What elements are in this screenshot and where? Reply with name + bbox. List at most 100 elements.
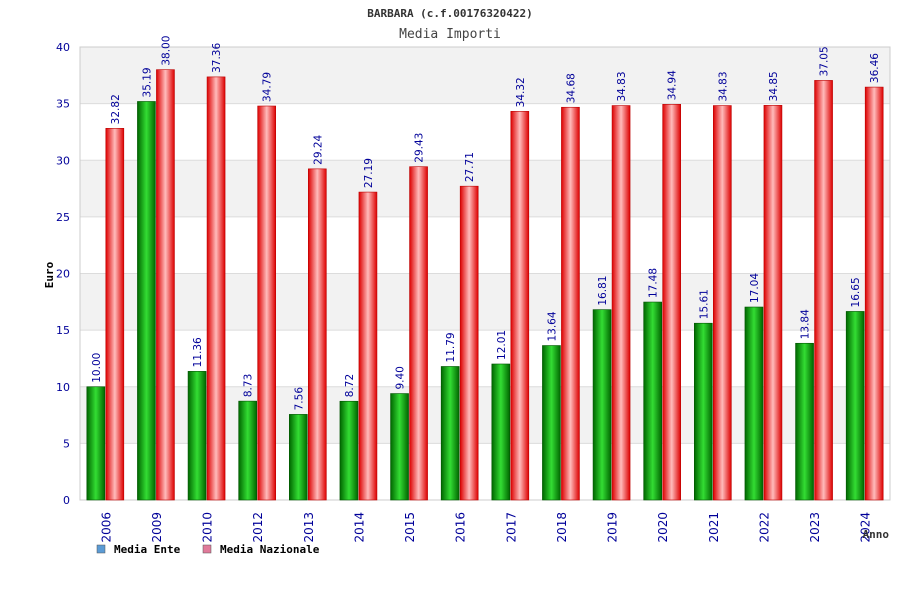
bar-label-media-ente: 8.73 [243,374,255,397]
bar-media-ente [238,400,257,501]
x-tick-label: 2012 [251,512,265,543]
bar-media-nazionale [206,76,226,501]
bar-label-media-ente: 8.72 [344,374,356,397]
legend-label-nazionale: Media Nazionale [220,543,320,556]
bar-label-media-ente: 15.61 [698,289,710,319]
x-tick-label: 2022 [757,512,771,543]
y-tick-label: 30 [56,154,70,167]
bar-media-ente [440,366,460,501]
bar-label-media-ente: 17.48 [648,268,660,298]
bar-media-ente [542,345,561,501]
bar-media-ente [390,393,409,501]
bar-media-nazionale [459,185,479,501]
bar-media-nazionale [814,80,833,501]
y-tick-label: 15 [56,324,70,337]
bar-media-ente [845,311,865,501]
legend-label-ente: Media Ente [114,543,181,556]
bar-media-nazionale [662,104,681,501]
bar-media-ente [187,371,207,501]
legend-item-ente: Media Ente [96,543,181,556]
chart-subtitle: Media Importi [399,27,501,42]
bar-media-nazionale [763,105,783,501]
x-tick-label: 2010 [201,512,215,543]
bar-label-media-ente: 7.56 [293,387,305,411]
y-tick-label: 10 [56,381,70,394]
bar-label-media-ente: 17.04 [749,273,761,303]
bar-media-ente [137,101,156,501]
bar-media-nazionale [156,69,175,501]
bar-label-media-nazionale: 34.94 [667,70,679,100]
legend: Media Ente Media Nazionale [96,543,320,556]
bar-label-media-nazionale: 34.85 [768,71,780,101]
bar-label-media-nazionale: 29.24 [312,134,324,164]
x-tick-label: 2009 [150,512,164,543]
bar-label-media-ente: 10.00 [91,353,103,383]
x-tick-label: 2015 [403,512,417,543]
bar-media-nazionale [864,86,884,501]
x-tick-label: 2014 [352,512,366,543]
bar-label-media-ente: 13.84 [800,309,812,339]
bar-label-media-nazionale: 34.32 [515,77,527,107]
bar-label-media-ente: 9.40 [395,366,407,389]
bar-label-media-ente: 35.19 [141,67,153,97]
bar-media-nazionale [308,168,327,501]
bar-media-ente [694,322,713,501]
bar-media-ente [86,386,106,501]
x-tick-label: 2020 [656,512,670,543]
bar-value-labels: 10.00 32.82 35.19 38.00 11.36 37.36 8.73 34.79 7… [91,36,881,411]
x-tick-label: 2023 [808,512,822,543]
plot-frame [79,46,891,501]
bars [86,69,884,501]
x-tick-label: 2018 [555,512,569,543]
y-tick-label: 0 [63,494,70,507]
chart-title: BARBARA (c.f.00176320422) [367,7,533,20]
bar-label-media-ente: 13.64 [546,311,558,341]
bar-label-media-ente: 12.01 [496,330,508,360]
bar-label-media-nazionale: 29.43 [414,133,426,163]
y-tick-label: 20 [56,268,70,281]
bar-label-media-ente: 11.36 [192,337,204,367]
bar-media-nazionale [105,128,125,501]
x-tick-label: 2006 [99,512,113,543]
y-tick-label: 35 [56,98,70,111]
legend-swatch-ente [96,544,106,554]
bar-label-media-ente: 11.79 [445,332,457,362]
bar-media-ente [643,301,662,501]
bar-label-media-nazionale: 38.00 [160,36,172,66]
x-tick-label: 2019 [606,512,620,543]
bar-label-media-nazionale: 32.82 [110,94,122,124]
bar-label-media-ente: 16.81 [597,276,609,306]
bar-media-ente [339,400,359,501]
bar-label-media-nazionale: 34.83 [717,71,729,101]
x-axis-ticks: 2006 2009 2010 2012 2013 2014 2015 2016 2017 2018… [99,512,872,543]
legend-item-nazionale: Media Nazionale [202,543,320,556]
bar-label-media-nazionale: 34.68 [565,73,577,103]
bar-media-nazionale [257,105,276,501]
y-tick-label: 5 [63,437,70,450]
y-tick-label: 25 [56,211,70,224]
bar-media-nazionale [358,191,378,501]
bar-media-ente [289,414,308,501]
bar-label-media-nazionale: 34.79 [262,72,274,102]
bar-label-media-nazionale: 27.71 [464,152,476,182]
bar-media-nazionale [510,111,530,501]
x-tick-label: 2024 [859,512,873,543]
bar-media-nazionale [409,166,428,501]
x-tick-label: 2013 [302,512,316,543]
y-axis-ticks: 0 5 10 15 20 25 30 35 40 [56,41,70,507]
x-tick-label: 2016 [454,512,468,543]
bar-media-ente [592,309,612,501]
bar-media-nazionale [561,106,580,501]
bar-label-media-nazionale: 36.46 [869,53,881,83]
bar-label-media-nazionale: 27.19 [363,158,375,188]
bar-media-nazionale [713,105,732,501]
bar-media-nazionale [611,105,631,501]
y-tick-label: 40 [56,41,70,54]
x-axis-label: Anno [863,528,890,541]
bar-media-ente [795,342,814,501]
x-tick-label: 2021 [707,512,721,543]
bar-label-media-ente: 16.65 [850,277,862,307]
y-axis-label: Euro [43,261,56,288]
bar-label-media-nazionale: 37.36 [211,43,223,73]
